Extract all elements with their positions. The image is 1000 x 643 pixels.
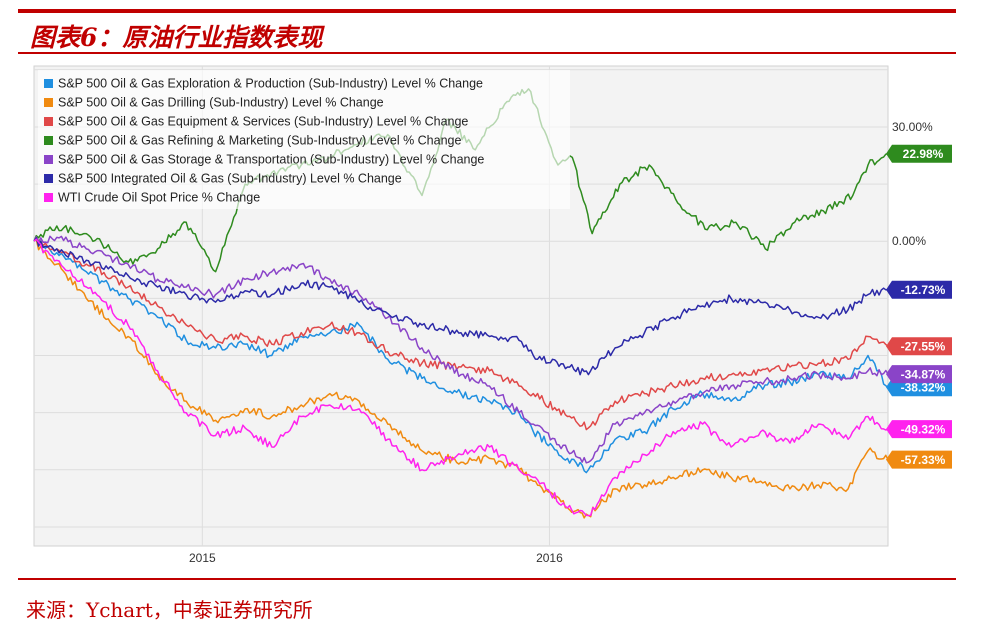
series-line [33,237,889,474]
end-value-label: -34.87% [901,368,946,382]
end-value-tag: -12.73% [886,280,952,299]
legend-entry: S&P 500 Integrated Oil & Gas (Sub-Indust… [58,172,402,186]
x-tick-label: 2016 [536,551,563,565]
series-line [33,237,889,431]
source-note: 来源：Ychart，中泰证券研究所 [26,598,313,622]
end-tag-shape [886,144,952,163]
legend-entry: S&P 500 Oil & Gas Storage & Transportati… [58,153,484,167]
end-value-tag: -34.87% [886,365,952,384]
end-value-tag: -57.33% [886,450,952,469]
figure-title: 图表6：原油行业指数表现 [30,23,323,52]
legend-box [38,70,570,209]
y-tick-label: 0.00% [892,234,926,248]
end-tag-shape [886,337,952,356]
end-value-tag: -49.32% [886,420,952,439]
legend-entry: S&P 500 Oil & Gas Drilling (Sub-Industry… [58,96,384,110]
end-value-label: -27.55% [901,340,946,354]
end-tag-shape [886,365,952,384]
legend-swatch [44,98,53,107]
series-line [33,238,889,517]
end-value-tag: -27.55% [886,337,952,356]
end-value-label: -38.32% [901,381,946,395]
legend-swatch [44,79,53,88]
end-value-label: 22.98% [903,147,944,161]
end-value-tag: 22.98% [886,144,952,163]
end-tag-shape [886,450,952,469]
legend-entry: WTI Crude Oil Spot Price % Change [58,191,260,205]
legend-swatch [44,193,53,202]
legend-swatch [44,155,53,164]
y-tick-label: 30.00% [892,120,933,134]
series-line [33,237,889,376]
legend-entry: S&P 500 Oil & Gas Refining & Marketing (… [58,134,461,148]
end-tag-shape [886,280,952,299]
end-value-label: -12.73% [901,283,946,297]
legend-swatch [44,136,53,145]
end-value-label: -49.32% [901,423,946,437]
legend-swatch [44,174,53,183]
series-line [33,235,889,464]
x-tick-label: 2015 [189,551,216,565]
source-rule [18,578,956,580]
title-rule [18,52,956,54]
end-value-label: -57.33% [901,453,946,467]
series-line [33,238,889,519]
legend-swatch [44,117,53,126]
legend-entry: S&P 500 Oil & Gas Equipment & Services (… [58,115,468,129]
top-rule [18,9,956,13]
legend-entry: S&P 500 Oil & Gas Exploration & Producti… [58,77,483,91]
end-tag-shape [886,420,952,439]
